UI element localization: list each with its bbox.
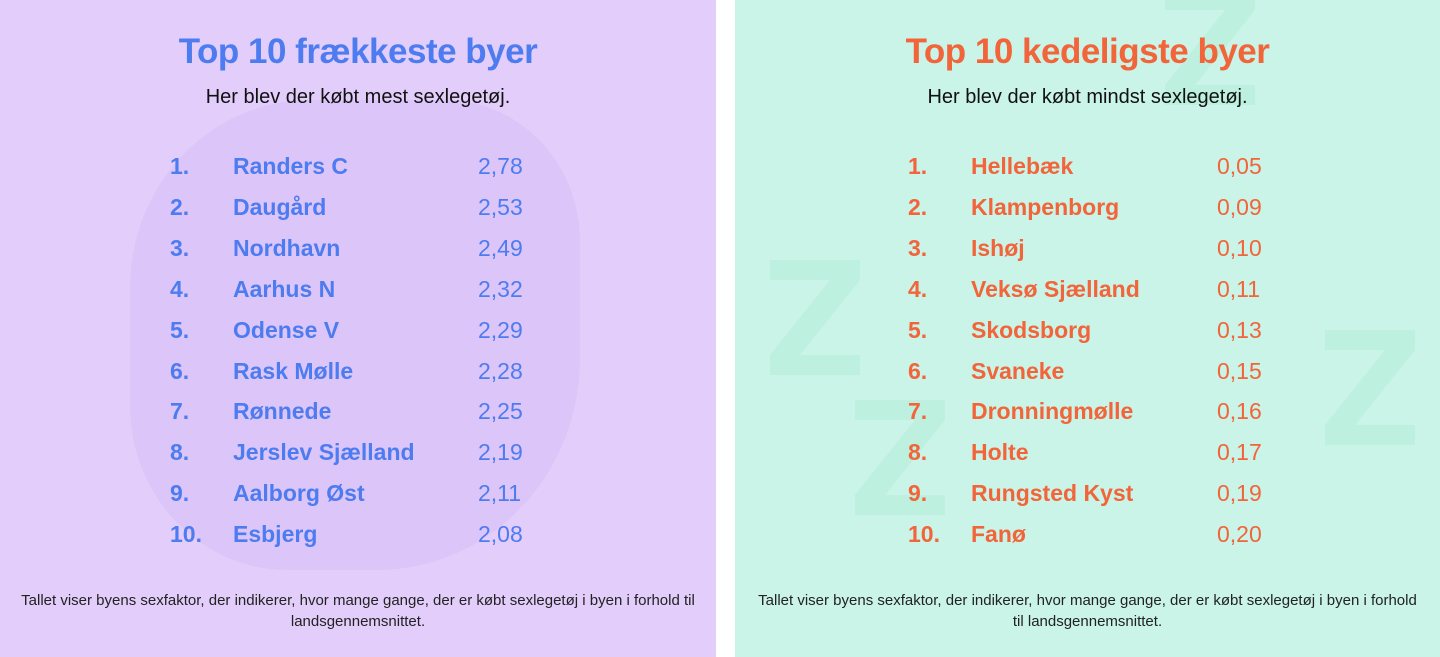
row-rank: 1. xyxy=(908,153,928,179)
ranking-row: 6. Svaneke 0,15 xyxy=(735,356,1440,386)
row-rank: 8. xyxy=(170,439,190,466)
row-rank: 3. xyxy=(170,234,190,261)
z-shape-decoration xyxy=(1165,0,1255,105)
row-name: Jerslev Sjælland xyxy=(233,439,415,466)
ranking-row: 1. Randers C 2,78 xyxy=(0,151,716,181)
ranking-row: 10. Fanø 0,20 xyxy=(735,519,1440,549)
ranking-row: 2. Klampenborg 0,09 xyxy=(735,192,1440,222)
row-name: Holte xyxy=(971,439,1029,466)
ranking-row: 7. Dronningmølle 0,16 xyxy=(735,396,1440,426)
row-name: Daugård xyxy=(233,193,327,220)
row-name: Esbjerg xyxy=(233,521,318,548)
row-rank: 1. xyxy=(170,153,190,179)
row-value: 2,11 xyxy=(478,480,522,507)
ranking-row: 4. Veksø Sjælland 0,11 xyxy=(735,274,1440,304)
row-rank: 5. xyxy=(170,316,190,343)
ranking-row: 8. Jerslev Sjælland 2,19 xyxy=(0,437,716,467)
row-rank: 2. xyxy=(170,193,190,220)
row-value: 2,08 xyxy=(478,521,523,548)
row-value: 2,29 xyxy=(478,316,523,343)
panel-title: Top 10 frækkeste byer xyxy=(178,32,538,71)
row-value: 2,28 xyxy=(478,357,523,384)
row-name: Fanø xyxy=(971,521,1026,548)
row-value: 0,20 xyxy=(1217,521,1262,548)
row-rank: 7. xyxy=(908,398,928,425)
row-value: 0,11 xyxy=(1217,275,1261,302)
row-name: Randers C xyxy=(233,153,349,179)
ranking-row: 5. Skodsborg 0,13 xyxy=(735,315,1440,345)
z-shape-decoration xyxy=(770,260,860,375)
row-name: Rønnede xyxy=(233,398,332,425)
row-value: 0,13 xyxy=(1217,316,1262,343)
footnote: Tallet viser byens sexfaktor, der indike… xyxy=(21,592,695,630)
z-shape-decoration xyxy=(1325,330,1415,445)
ranking-row: 1. Hellebæk 0,05 xyxy=(735,151,1440,181)
row-rank: 10. xyxy=(908,521,940,548)
ranking-row: 10. Esbjerg 2,08 xyxy=(0,519,716,549)
row-value: 2,19 xyxy=(478,439,523,466)
row-name: Odense V xyxy=(233,316,340,343)
row-rank: 9. xyxy=(908,480,928,507)
row-value: 0,10 xyxy=(1217,234,1262,261)
ranking-row: 3. Nordhavn 2,49 xyxy=(0,233,716,263)
row-value: 0,17 xyxy=(1217,439,1262,466)
row-name: Veksø Sjælland xyxy=(971,275,1140,302)
row-value: 2,25 xyxy=(478,398,523,425)
row-rank: 3. xyxy=(908,234,928,261)
row-rank: 2. xyxy=(908,193,928,220)
row-name: Rask Mølle xyxy=(233,357,354,384)
ranking-row: 4. Aarhus N 2,32 xyxy=(0,274,716,304)
row-name: Svaneke xyxy=(971,357,1065,384)
row-rank: 4. xyxy=(170,275,190,302)
row-name: Rungsted Kyst xyxy=(971,480,1134,507)
row-name: Aalborg Øst xyxy=(233,480,365,507)
row-rank: 6. xyxy=(170,357,190,384)
ranking-row: 9. Aalborg Øst 2,11 xyxy=(0,478,716,508)
row-value: 0,15 xyxy=(1217,357,1262,384)
row-value: 0,05 xyxy=(1217,153,1262,179)
naughtiest-cities-panel: Top 10 frækkeste byer Her blev der købt … xyxy=(0,0,716,657)
ranking-row: 2. Daugård 2,53 xyxy=(0,192,716,222)
row-name: Hellebæk xyxy=(971,153,1074,179)
row-rank: 4. xyxy=(908,275,928,302)
row-value: 2,78 xyxy=(478,153,523,179)
row-rank: 9. xyxy=(170,480,190,507)
row-rank: 5. xyxy=(908,316,928,343)
ranking-row: 9. Rungsted Kyst 0,19 xyxy=(735,478,1440,508)
row-name: Aarhus N xyxy=(233,275,336,302)
ranking-row: 8. Holte 0,17 xyxy=(735,437,1440,467)
most-boring-cities-panel: Top 10 kedeligste byer Her blev der købt… xyxy=(735,0,1440,657)
row-value: 2,49 xyxy=(478,234,523,261)
row-value: 0,16 xyxy=(1217,398,1262,425)
row-value: 0,09 xyxy=(1217,193,1262,220)
footnote: Tallet viser byens sexfaktor, der indike… xyxy=(758,592,1417,630)
row-value: 0,19 xyxy=(1217,480,1262,507)
z-shape-decoration xyxy=(855,400,945,515)
row-name: Klampenborg xyxy=(971,193,1120,220)
ranking-row: 6. Rask Mølle 2,28 xyxy=(0,356,716,386)
panel-title: Top 10 kedeligste byer xyxy=(905,32,1270,71)
row-rank: 6. xyxy=(908,357,928,384)
ranking-row: 7. Rønnede 2,25 xyxy=(0,396,716,426)
row-name: Skodsborg xyxy=(971,316,1092,343)
ranking-row: 3. Ishøj 0,10 xyxy=(735,233,1440,263)
row-name: Ishøj xyxy=(971,234,1025,261)
row-rank: 10. xyxy=(170,521,202,548)
ranking-row: 5. Odense V 2,29 xyxy=(0,315,716,345)
panel-subtitle: Her blev der købt mest sexlegetøj. xyxy=(205,86,511,108)
row-rank: 8. xyxy=(908,439,928,466)
row-name: Dronningmølle xyxy=(971,398,1134,425)
row-name: Nordhavn xyxy=(233,234,341,261)
row-rank: 7. xyxy=(170,398,190,425)
row-value: 2,53 xyxy=(478,193,523,220)
denmark-map-decoration xyxy=(130,100,580,570)
panel-subtitle: Her blev der købt mindst sexlegetøj. xyxy=(927,86,1248,108)
row-value: 2,32 xyxy=(478,275,523,302)
